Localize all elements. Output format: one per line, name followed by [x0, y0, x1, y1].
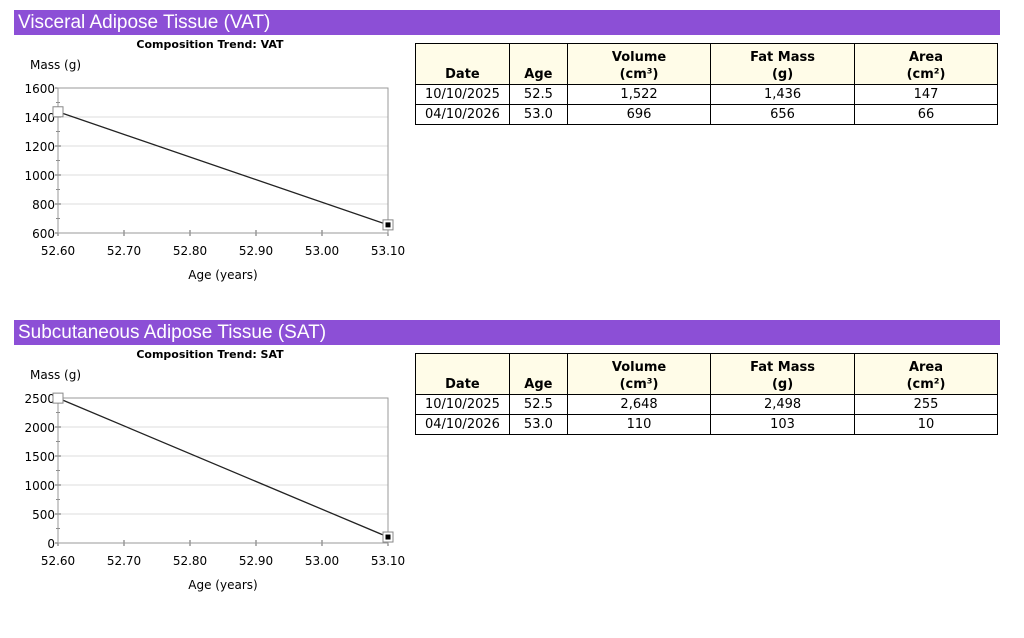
x-tick-label: 53.00 — [305, 244, 339, 258]
y-axis-label: Mass (g) — [30, 368, 81, 382]
y-tick-label: 2500 — [24, 392, 55, 406]
table-row: 10/10/2025 52.5 2,648 2,498 255 — [415, 394, 999, 415]
table-cell: 2,648 — [566, 394, 712, 415]
data-point — [52, 106, 64, 118]
table-header-row: Date Age Volume (cm³) Fat Mass (g) Area (cm²) — [415, 43, 999, 85]
table-cell: 10/10/2025 — [415, 394, 510, 415]
plot-area — [57, 87, 389, 234]
y-tick-label: 1600 — [24, 82, 55, 96]
x-tick-label: 53.10 — [371, 244, 405, 258]
y-axis-label: Mass (g) — [30, 58, 81, 72]
vat-chart: Composition Trend: VAT Mass (g) Age (years… — [0, 38, 410, 328]
x-tick-label: 52.70 — [107, 244, 141, 258]
chart-svg: Mass (g) Age (years) 600 800 1000 1200 1400 160… — [24, 58, 405, 282]
column-header: Date — [415, 353, 510, 395]
table-cell: 1,522 — [566, 84, 712, 105]
table-cell: 656 — [710, 104, 855, 125]
chart-title: Composition Trend: VAT — [136, 38, 284, 51]
table-row: 04/10/2026 53.0 696 656 66 — [415, 104, 999, 125]
vat-table: Date Age Volume (cm³) Fat Mass (g) Area (cm²) 10… — [415, 43, 999, 125]
table-cell: 10/10/2025 — [415, 84, 510, 105]
column-header: Volume (cm³) — [566, 43, 712, 85]
vat-section-header: Visceral Adipose Tissue (VAT) — [14, 10, 1000, 35]
table-cell: 10 — [853, 414, 999, 435]
table-cell: 255 — [853, 394, 999, 415]
column-header: Fat Mass (g) — [710, 353, 855, 395]
sat-chart: Composition Trend: SAT Mass (g) Age (years… — [0, 348, 410, 638]
y-tick-label: 1400 — [24, 111, 55, 125]
x-tick-label: 53.10 — [371, 554, 405, 568]
y-tick-label: 1000 — [24, 169, 55, 183]
chart-title: Composition Trend: SAT — [136, 348, 284, 361]
y-tick-label: 1500 — [24, 450, 55, 464]
x-tick-label: 52.70 — [107, 554, 141, 568]
y-tick-label: 800 — [32, 198, 55, 212]
column-header: Age — [508, 353, 568, 395]
table-cell: 04/10/2026 — [415, 414, 510, 435]
table-cell: 696 — [566, 104, 712, 125]
x-tick-label: 52.60 — [41, 244, 75, 258]
table-cell: 66 — [853, 104, 999, 125]
y-tick-label: 500 — [32, 508, 55, 522]
x-tick-label: 52.80 — [173, 244, 207, 258]
sat-section-header: Subcutaneous Adipose Tissue (SAT) — [14, 320, 1000, 345]
table-cell: 147 — [853, 84, 999, 105]
column-header: Area (cm²) — [853, 353, 999, 395]
x-tick-label: 53.00 — [305, 554, 339, 568]
table-cell: 04/10/2026 — [415, 104, 510, 125]
column-header: Volume (cm³) — [566, 353, 712, 395]
x-tick-label: 52.80 — [173, 554, 207, 568]
column-header: Date — [415, 43, 510, 85]
table-cell: 52.5 — [508, 394, 568, 415]
plot-area — [57, 397, 389, 544]
sat-table: Date Age Volume (cm³) Fat Mass (g) Area (cm²) 10… — [415, 353, 999, 435]
y-tick-label: 2000 — [24, 421, 55, 435]
table-cell: 110 — [566, 414, 712, 435]
table-cell: 53.0 — [508, 104, 568, 125]
table-cell: 53.0 — [508, 414, 568, 435]
column-header: Age — [508, 43, 568, 85]
series-line — [57, 111, 389, 226]
column-header: Fat Mass (g) — [710, 43, 855, 85]
table-row: 10/10/2025 52.5 1,522 1,436 147 — [415, 84, 999, 105]
table-cell: 1,436 — [710, 84, 855, 105]
y-tick-label: 1000 — [24, 479, 55, 493]
table-header-row: Date Age Volume (cm³) Fat Mass (g) Area (cm²) — [415, 353, 999, 395]
table-cell: 2,498 — [710, 394, 855, 415]
y-tick-label: 0 — [47, 537, 55, 551]
chart-svg: Mass (g) Age (years) 0 500 1000 1500 2000 2500 5… — [24, 368, 405, 592]
data-point — [52, 392, 64, 404]
y-tick-label: 600 — [32, 227, 55, 241]
x-axis-label: Age (years) — [188, 268, 257, 282]
series-line — [57, 397, 389, 538]
x-axis-label: Age (years) — [188, 578, 257, 592]
column-header: Area (cm²) — [853, 43, 999, 85]
y-tick-label: 1200 — [24, 140, 55, 154]
table-cell: 52.5 — [508, 84, 568, 105]
table-cell: 103 — [710, 414, 855, 435]
table-row: 04/10/2026 53.0 110 103 10 — [415, 414, 999, 435]
x-tick-label: 52.90 — [239, 554, 273, 568]
x-tick-label: 52.60 — [41, 554, 75, 568]
x-tick-label: 52.90 — [239, 244, 273, 258]
